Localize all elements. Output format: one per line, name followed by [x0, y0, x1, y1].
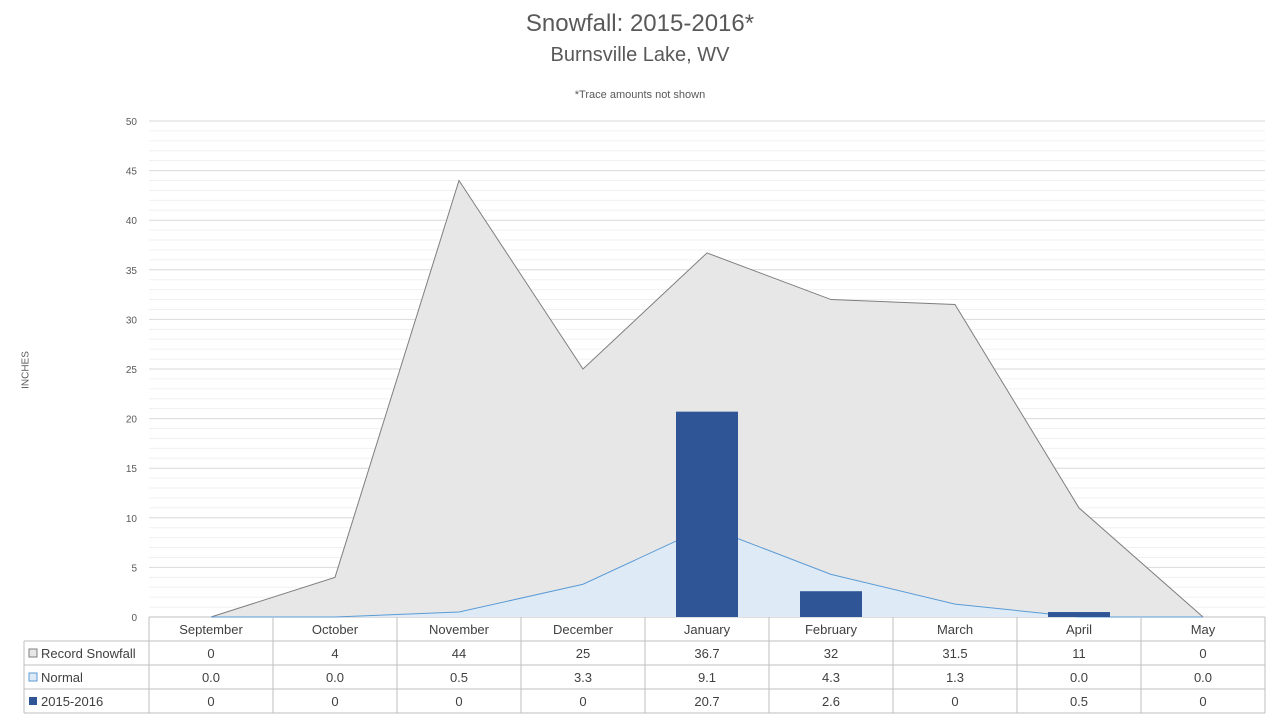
x-category-label: April: [1066, 622, 1092, 637]
legend-key-normal: [28, 672, 38, 682]
y-tick-label: 20: [126, 415, 138, 426]
y-tick-label: 35: [126, 266, 138, 277]
data-label-normal: 0.0: [1194, 670, 1212, 685]
x-category-label: October: [312, 622, 359, 637]
x-category-label: March: [937, 622, 973, 637]
bar-april: [1048, 612, 1110, 617]
y-tick-label: 40: [126, 216, 138, 227]
legend-entry-record-snowfall: Record Snowfall: [41, 646, 136, 661]
data-label-2015-2016: 0: [951, 694, 958, 709]
x-category-label: May: [1191, 622, 1216, 637]
bar-february: [800, 591, 862, 617]
x-category-label: January: [684, 622, 731, 637]
data-label-2015-2016: 0: [331, 694, 338, 709]
y-tick-label: 50: [126, 117, 138, 128]
data-label-record-snowfall: 0: [207, 646, 214, 661]
x-category-label: November: [429, 622, 490, 637]
data-label-record-snowfall: 31.5: [942, 646, 967, 661]
data-label-2015-2016: 0: [579, 694, 586, 709]
data-label-record-snowfall: 25: [576, 646, 590, 661]
data-label-2015-2016: 0: [1199, 694, 1206, 709]
data-label-record-snowfall: 0: [1199, 646, 1206, 661]
x-category-label: September: [179, 622, 243, 637]
data-label-record-snowfall: 44: [452, 646, 466, 661]
data-label-record-snowfall: 4: [331, 646, 338, 661]
data-label-record-snowfall: 32: [824, 646, 838, 661]
data-label-record-snowfall: 36.7: [694, 646, 719, 661]
data-label-normal: 9.1: [698, 670, 716, 685]
record-snowfall-area: [211, 180, 1203, 617]
y-tick-label: 45: [126, 167, 138, 178]
data-label-normal: 0.0: [326, 670, 344, 685]
chart-note: *Trace amounts not shown: [574, 89, 706, 101]
data-label-normal: 0.5: [450, 670, 468, 685]
legend-key-record-snowfall: [28, 648, 38, 658]
data-label-2015-2016: 0.5: [1070, 694, 1088, 709]
legend-key-2015-2016: [29, 697, 37, 705]
data-label-normal: 1.3: [946, 670, 964, 685]
chart-title: Snowfall: 2015-2016*: [525, 10, 755, 37]
legend-entry-2015-2016: 2015-2016: [41, 694, 103, 709]
y-tick-label: 30: [126, 315, 138, 326]
bar-series: [676, 411, 1110, 617]
y-tick-label: 25: [126, 365, 138, 376]
x-category-label: December: [553, 622, 614, 637]
data-label-record-snowfall: 11: [1072, 646, 1086, 661]
data-label-normal: 0.0: [1070, 670, 1088, 685]
bar-january: [676, 411, 738, 617]
y-tick-label: 10: [126, 514, 138, 525]
legend-entry-normal: Normal: [41, 670, 83, 685]
data-label-2015-2016: 2.6: [822, 694, 840, 709]
y-tick-label: 5: [131, 563, 137, 574]
y-tick-label: 15: [126, 464, 138, 475]
data-label-normal: 3.3: [574, 670, 592, 685]
chart-subtitle: Burnsville Lake, WV: [550, 44, 730, 66]
record-snowfall-line: [210, 179, 1204, 618]
data-table: September October November December January F…: [23, 617, 1266, 714]
data-label-2015-2016: 20.7: [694, 694, 719, 709]
data-label-normal: 0.0: [202, 670, 220, 685]
data-label-2015-2016: 0: [207, 694, 214, 709]
x-category-label: February: [805, 622, 858, 637]
data-label-2015-2016: 0: [455, 694, 462, 709]
y-axis-ticks: 0 5 10 15 20 25 30 35 40 45 50: [126, 117, 138, 624]
data-label-normal: 4.3: [822, 670, 840, 685]
y-tick-label: 0: [131, 613, 137, 624]
